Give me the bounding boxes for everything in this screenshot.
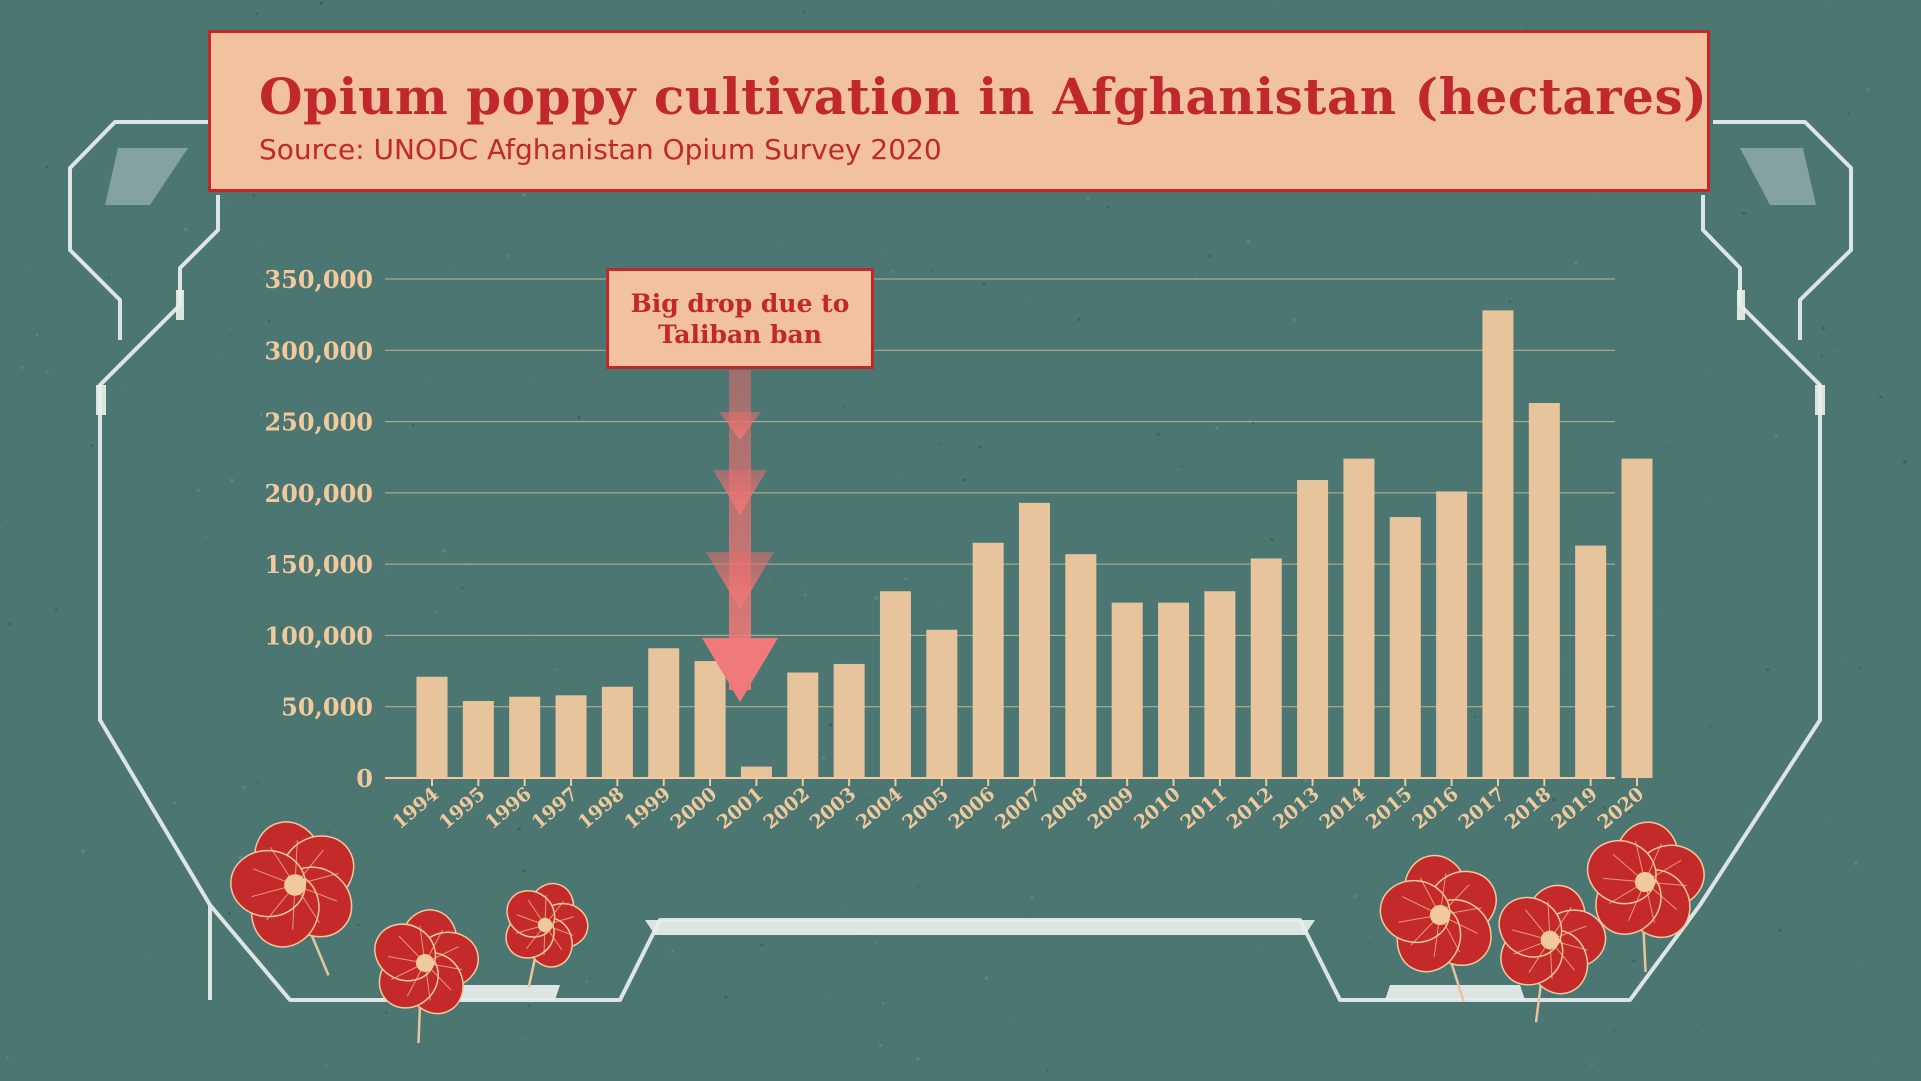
bar-2011 (1204, 591, 1236, 778)
x-tick-label: 2013 (1269, 783, 1324, 834)
x-tick-label: 2000 (667, 783, 722, 834)
x-tick-label: 2016 (1408, 783, 1463, 834)
bar-2005 (926, 629, 958, 778)
x-tick-label: 1994 (389, 783, 444, 834)
x-tick-label: 2014 (1315, 783, 1370, 834)
bar-1995 (462, 701, 494, 778)
y-tick-label: 100,000 (264, 621, 373, 650)
annotation-callout: Big drop due to Taliban ban (606, 268, 874, 369)
bar-2001 (740, 766, 772, 778)
bar-2020 (1621, 458, 1653, 778)
bar-2017 (1482, 310, 1514, 778)
bar-2014 (1343, 458, 1375, 778)
x-tick-label: 1996 (481, 783, 536, 834)
annotation-arrow (702, 370, 778, 702)
y-tick-label: 200,000 (264, 479, 373, 508)
x-tick-label: 2011 (1176, 783, 1231, 834)
bar-2019 (1575, 545, 1607, 778)
x-tick-label: 2006 (945, 783, 1000, 834)
y-tick-label: 300,000 (264, 336, 373, 365)
bar-2007 (1019, 502, 1050, 778)
bar-2015 (1389, 517, 1421, 778)
x-tick-label: 2020 (1594, 783, 1649, 834)
x-tick-label: 2015 (1362, 783, 1417, 834)
bar-1998 (601, 686, 633, 778)
bar-2006 (972, 542, 1004, 778)
bar-2010 (1158, 602, 1190, 778)
x-tick-label: 1998 (574, 783, 629, 834)
x-tick-label: 2002 (759, 783, 814, 834)
bar-1997 (555, 695, 587, 778)
y-tick-label: 0 (356, 764, 373, 793)
x-tick-label: 2004 (852, 783, 907, 834)
x-tick-label: 2018 (1501, 783, 1556, 834)
bar-2008 (1065, 554, 1097, 778)
bar-2013 (1297, 480, 1329, 778)
x-tick-label: 2008 (1037, 783, 1092, 834)
annotation-line-1: Big drop due to (630, 288, 850, 318)
x-tick-label: 2019 (1547, 783, 1602, 834)
x-tick-label: 1997 (528, 783, 583, 834)
y-tick-label: 350,000 (264, 265, 373, 294)
y-tick-label: 150,000 (264, 550, 373, 579)
x-tick-label: 2005 (898, 783, 953, 834)
x-tick-label: 2003 (806, 783, 861, 834)
x-tick-label: 2007 (991, 783, 1046, 834)
x-tick-label: 2010 (1130, 783, 1185, 834)
bar-2012 (1250, 558, 1282, 778)
title-panel: Opium poppy cultivation in Afghanistan (… (208, 30, 1710, 192)
y-tick-label: 250,000 (264, 408, 373, 437)
x-tick-label: 2017 (1455, 783, 1510, 834)
x-tick-label: 2001 (713, 783, 768, 834)
bar-2009 (1111, 602, 1143, 778)
x-tick-label: 2012 (1223, 783, 1278, 834)
bar-2016 (1436, 491, 1468, 778)
x-tick-label: 1999 (620, 783, 675, 834)
bar-1994 (416, 676, 448, 778)
bar-2004 (879, 591, 911, 778)
bar-2000 (694, 661, 726, 778)
bar-1996 (509, 696, 541, 778)
bar-2018 (1528, 403, 1560, 778)
x-tick-label: 1995 (435, 783, 490, 834)
annotation-line-2: Taliban ban (658, 319, 822, 349)
chart-title: Opium poppy cultivation in Afghanistan (… (259, 67, 1708, 126)
y-tick-label: 50,000 (281, 693, 373, 722)
bar-1999 (648, 648, 680, 778)
chart-subtitle: Source: UNODC Afghanistan Opium Survey 2… (259, 133, 942, 166)
bar-2003 (833, 663, 865, 778)
x-tick-label: 2009 (1084, 783, 1139, 834)
bar-2002 (787, 672, 819, 778)
